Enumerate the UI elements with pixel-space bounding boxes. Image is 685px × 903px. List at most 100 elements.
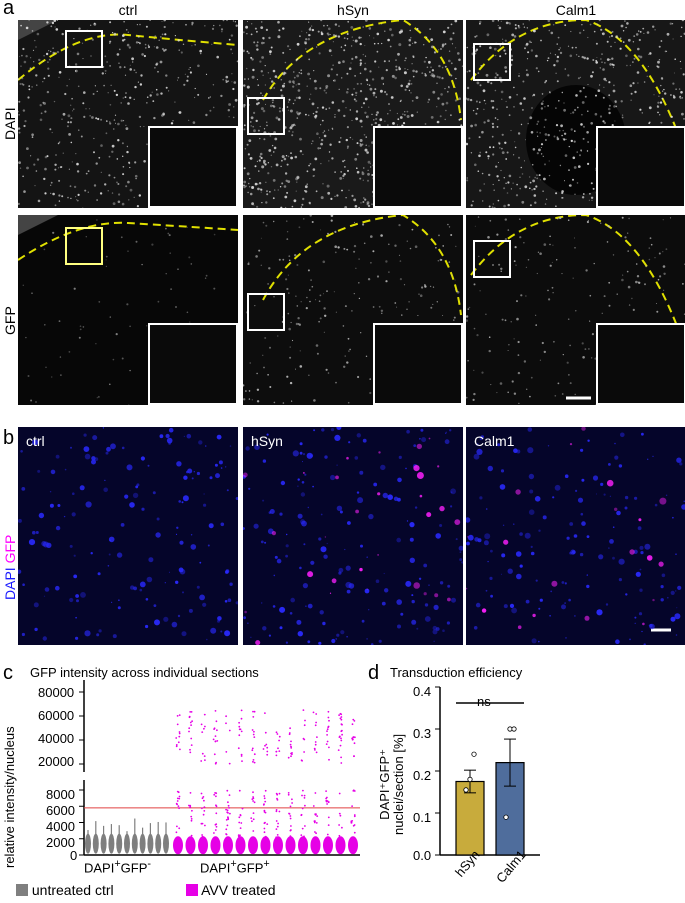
cell-speck bbox=[122, 173, 125, 176]
cell-speck bbox=[245, 25, 248, 29]
data-point-treated bbox=[250, 817, 253, 819]
cell-speck bbox=[492, 183, 494, 186]
cell-speck bbox=[284, 206, 287, 208]
cell-speck bbox=[660, 598, 664, 602]
cell-speck bbox=[262, 38, 265, 40]
cell-speck bbox=[342, 60, 345, 63]
cell-speck bbox=[411, 100, 414, 102]
cell-speck bbox=[235, 601, 239, 605]
cell-speck bbox=[50, 50, 52, 53]
cell-speck bbox=[366, 83, 369, 86]
data-point-treated bbox=[238, 789, 241, 792]
cell-speck bbox=[312, 168, 316, 171]
cell-speck bbox=[474, 35, 477, 38]
cell-speck bbox=[317, 30, 320, 33]
data-point-treated bbox=[252, 796, 255, 798]
cell-speck bbox=[364, 55, 367, 57]
cell-speck bbox=[320, 196, 324, 200]
cell-speck bbox=[533, 29, 536, 33]
cell-speck bbox=[525, 69, 528, 71]
cell-speck bbox=[288, 98, 291, 101]
cell-speck bbox=[296, 305, 299, 307]
cell-speck bbox=[366, 556, 368, 558]
cell-speck bbox=[600, 28, 603, 31]
cell-speck bbox=[587, 141, 589, 143]
data-point-treated bbox=[325, 800, 328, 803]
cell-speck bbox=[366, 638, 368, 640]
data-point-treated bbox=[213, 832, 215, 834]
cell-speck bbox=[339, 510, 343, 514]
cell-speck bbox=[143, 126, 145, 127]
cell-speck bbox=[152, 491, 156, 495]
cell-speck bbox=[580, 149, 582, 152]
cell-speck bbox=[180, 51, 183, 54]
cell-speck bbox=[411, 228, 414, 231]
cell-speck bbox=[106, 61, 108, 63]
cell-speck bbox=[373, 119, 375, 121]
cell-speck bbox=[245, 185, 247, 188]
cell-speck bbox=[473, 369, 475, 371]
cell-speck bbox=[322, 621, 326, 626]
data-point-treated bbox=[351, 820, 354, 822]
cell-speck bbox=[52, 51, 56, 55]
cell-speck bbox=[262, 459, 267, 463]
cell-speck bbox=[255, 255, 258, 258]
cell-speck bbox=[396, 599, 402, 605]
cell-speck bbox=[438, 76, 441, 79]
cell-speck bbox=[32, 49, 35, 51]
data-point-treated bbox=[214, 823, 217, 826]
cell-speck bbox=[564, 582, 567, 585]
cell-speck bbox=[337, 61, 341, 64]
cell-speck bbox=[529, 187, 531, 190]
cell-speck bbox=[379, 89, 383, 93]
cell-speck bbox=[457, 52, 460, 55]
cell-speck bbox=[435, 627, 440, 631]
cell-speck bbox=[116, 552, 123, 558]
cell-speck bbox=[261, 56, 264, 59]
cell-speck bbox=[71, 97, 73, 100]
cell-speck bbox=[21, 54, 23, 57]
cell-speck bbox=[28, 88, 31, 91]
cell-speck bbox=[384, 30, 386, 32]
cell-speck bbox=[415, 70, 418, 73]
cell-speck bbox=[580, 150, 582, 152]
cell-speck bbox=[166, 437, 173, 444]
cell-speck bbox=[291, 339, 294, 342]
cell-speck bbox=[324, 536, 327, 538]
cell-speck bbox=[413, 41, 417, 44]
data-point-treated bbox=[276, 733, 279, 735]
cell-speck bbox=[194, 87, 196, 90]
data-point-treated bbox=[341, 723, 343, 726]
cell-speck bbox=[186, 75, 189, 78]
cell-speck bbox=[455, 538, 458, 541]
cell-speck bbox=[283, 82, 286, 85]
cell-speck bbox=[514, 141, 516, 143]
cell-speck bbox=[105, 132, 108, 135]
cell-speck bbox=[409, 522, 415, 528]
cell-speck bbox=[517, 625, 522, 629]
cell-speck bbox=[486, 33, 490, 37]
cell-speck bbox=[516, 317, 519, 321]
data-point-treated bbox=[189, 806, 191, 809]
cell-speck bbox=[313, 79, 317, 83]
cell-speck bbox=[397, 118, 400, 121]
cell-speck bbox=[269, 50, 272, 53]
cell-speck bbox=[193, 471, 195, 473]
cell-speck bbox=[368, 609, 370, 611]
cell-speck bbox=[646, 31, 650, 34]
cell-speck bbox=[548, 160, 550, 162]
cell-speck bbox=[112, 634, 117, 639]
cell-speck bbox=[624, 495, 629, 500]
violin-treated bbox=[273, 836, 283, 855]
cell-speck bbox=[370, 123, 373, 126]
cell-speck bbox=[541, 341, 544, 345]
cell-speck bbox=[225, 570, 229, 574]
data-point-treated bbox=[353, 814, 356, 816]
cell-speck bbox=[299, 566, 302, 570]
cell-speck bbox=[304, 185, 308, 189]
data-point-treated bbox=[264, 841, 267, 843]
cell-speck bbox=[162, 113, 165, 116]
cell-speck bbox=[276, 558, 282, 564]
cell-speck bbox=[28, 20, 30, 22]
cell-speck bbox=[246, 172, 250, 176]
